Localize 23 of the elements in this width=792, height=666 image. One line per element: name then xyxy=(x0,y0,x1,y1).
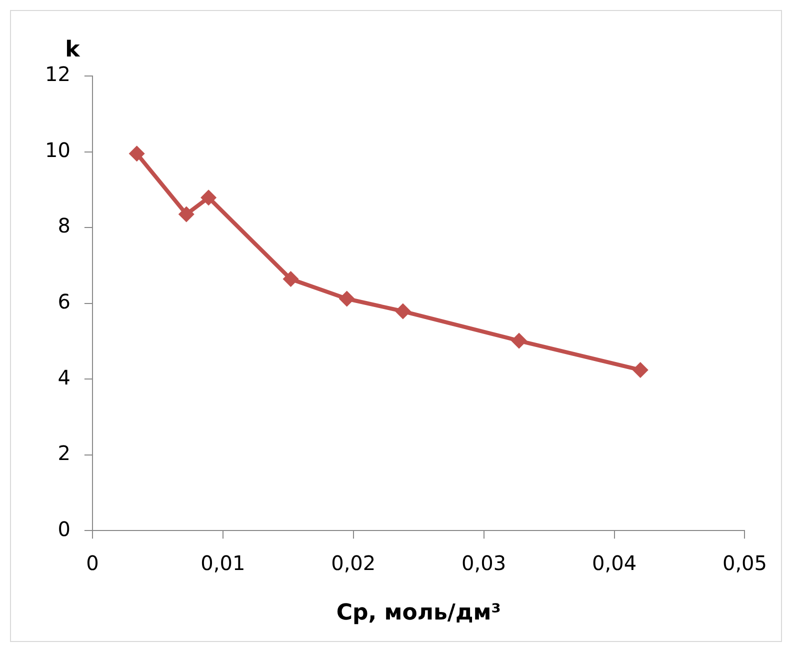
y-axis-title: k xyxy=(65,38,82,63)
point xyxy=(178,206,194,222)
point xyxy=(338,290,355,307)
y-tick-label: 8 xyxy=(58,214,70,238)
x-tick-label: 0,01 xyxy=(200,550,246,575)
point xyxy=(511,332,528,349)
x-axis-title: Ср, моль/дм³ xyxy=(336,600,501,626)
x-tick-label: 0,03 xyxy=(462,550,506,575)
x-tick-label: 0,05 xyxy=(722,550,767,575)
y-tick-label: 6 xyxy=(58,290,70,314)
point xyxy=(632,362,648,378)
point xyxy=(128,146,145,162)
y-tick-label: 4 xyxy=(58,365,70,390)
point xyxy=(282,271,299,288)
point xyxy=(200,190,217,206)
y-tick-label: 10 xyxy=(44,138,70,162)
y-tick-label: 0 xyxy=(58,516,70,541)
point xyxy=(394,303,411,320)
y-tick-label: 2 xyxy=(58,441,70,466)
x-tick-label: 0 xyxy=(86,550,99,575)
x-tick-label: 0,04 xyxy=(592,550,637,575)
y-tick-label: 12 xyxy=(44,62,70,86)
x-tick-label: 0,02 xyxy=(331,550,376,575)
